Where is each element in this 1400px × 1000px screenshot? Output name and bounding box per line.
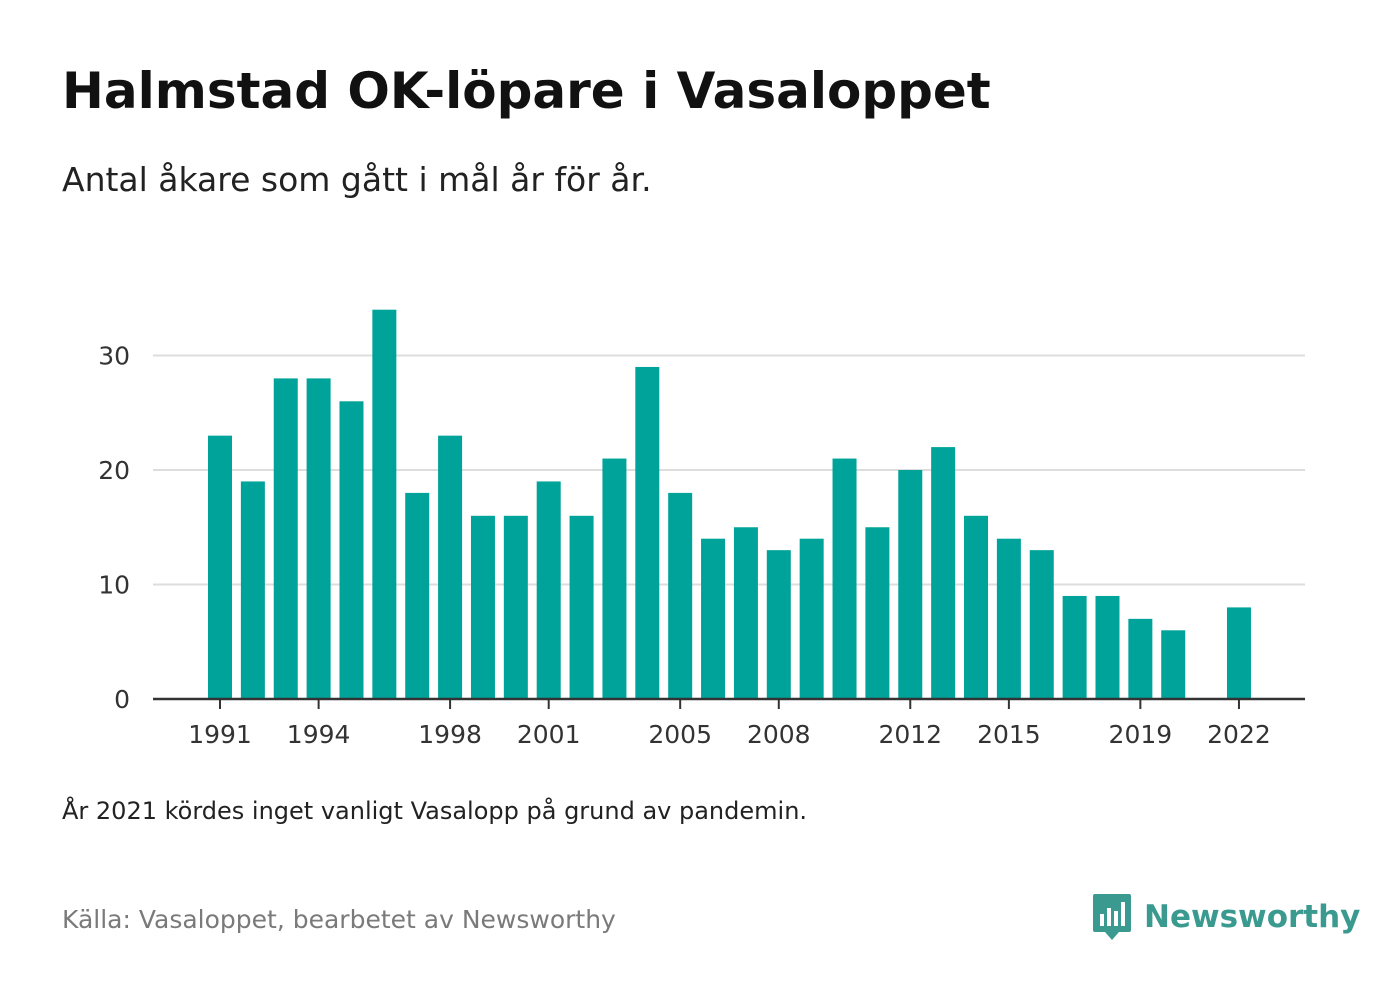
bar-2016 [1029, 550, 1054, 699]
bar-2013 [931, 447, 956, 699]
bar-1993 [273, 378, 298, 699]
bar-2000 [503, 515, 528, 699]
bar-2004 [635, 366, 660, 699]
bar-2015 [996, 538, 1021, 699]
bar-2020 [1161, 630, 1186, 699]
bar-2019 [1128, 618, 1153, 699]
x-tick-label: 2022 [1207, 720, 1271, 749]
brand-name: Newsworthy [1144, 899, 1361, 935]
bar-2017 [1062, 595, 1087, 699]
x-tick-label: 1994 [287, 720, 351, 749]
bar-chart-speech-bubble-icon [1093, 894, 1131, 940]
bar-2022 [1226, 607, 1251, 699]
bar-1994 [306, 378, 331, 699]
bar-2005 [668, 492, 693, 699]
chart-subtitle: Antal åkare som gått i mål år för år. [62, 160, 652, 199]
bar-chart: 0 10 20 30 1991 1994 1998 2001 2005 2008 2012 2015… [98, 309, 1305, 749]
y-tick-label: 30 [98, 342, 130, 371]
x-tick-label: 1998 [418, 720, 482, 749]
bar-2002 [569, 515, 594, 699]
bar-1996 [372, 309, 397, 699]
bar-2012 [898, 470, 923, 699]
footnote: År 2021 kördes inget vanligt Vasalopp på… [62, 797, 808, 825]
bar-2018 [1095, 595, 1120, 699]
chart-title: Halmstad OK-löpare i Vasaloppet [62, 62, 991, 120]
x-tick-label: 2015 [977, 720, 1041, 749]
bar-1998 [438, 435, 463, 699]
bar-1999 [470, 515, 495, 699]
x-tick-label: 2001 [517, 720, 581, 749]
bar-1997 [405, 492, 430, 699]
bar-1995 [339, 401, 364, 699]
bar-2014 [964, 515, 989, 699]
x-tick-label: 2019 [1109, 720, 1173, 749]
bar-2010 [832, 458, 857, 699]
source-credit: Källa: Vasaloppet, bearbetet av Newswort… [62, 905, 616, 934]
bar-1992 [240, 481, 265, 699]
bar-2001 [536, 481, 561, 699]
x-tick-label: 2012 [878, 720, 942, 749]
y-tick-label: 0 [114, 685, 130, 714]
bar-2011 [865, 527, 890, 699]
bars [208, 309, 1251, 699]
x-tick-label: 2005 [648, 720, 712, 749]
y-tick-label: 10 [98, 571, 130, 600]
bar-1991 [208, 435, 232, 699]
x-tick-label: 1991 [188, 720, 252, 749]
y-axis-ticks: 0 10 20 30 [98, 342, 130, 715]
x-tick-label: 2008 [747, 720, 811, 749]
x-axis-ticks: 1991 1994 1998 2001 2005 2008 2012 2015 2019 2022 [188, 699, 1271, 749]
bar-2007 [733, 527, 758, 699]
bar-2008 [766, 550, 791, 699]
y-tick-label: 20 [98, 456, 130, 485]
bar-2009 [799, 538, 824, 699]
bar-2006 [701, 538, 726, 699]
newsworthy-logo: Newsworthy [1092, 891, 1360, 943]
bar-2003 [602, 458, 627, 699]
